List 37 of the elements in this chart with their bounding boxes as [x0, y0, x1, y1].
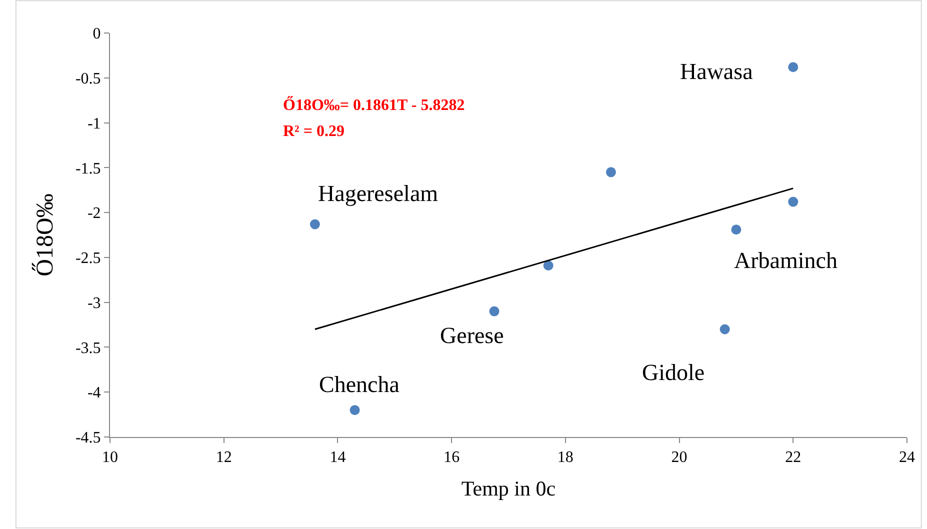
- point: [720, 324, 730, 334]
- annotation: Hagereselam: [318, 181, 438, 206]
- annotation: Hawasa: [680, 59, 753, 84]
- point: [788, 62, 798, 72]
- annotation: Ő18O‰= 0.1861T - 5.8282: [283, 96, 465, 114]
- point: [788, 196, 798, 207]
- point: [606, 167, 616, 178]
- annotation: R² = 0.29: [283, 123, 344, 140]
- x-tick-label: 16: [444, 449, 460, 466]
- y-tick-label: -3.5: [75, 340, 101, 357]
- y-tick-label: -3: [87, 294, 101, 312]
- x-tick-label: 20: [671, 449, 688, 466]
- y-tick-label: -2: [87, 205, 101, 222]
- y-tick-label: -2.5: [75, 250, 101, 268]
- x-tick-label: 24: [899, 449, 915, 466]
- annotation: Gidole: [642, 360, 705, 385]
- x-tick-label: 12: [216, 449, 232, 466]
- x-tick-label: 10: [102, 449, 118, 466]
- point: [489, 306, 500, 316]
- x-tick-label: 18: [557, 449, 574, 466]
- annotation: Gerese: [440, 323, 504, 348]
- y-tick-label: -4: [87, 384, 101, 402]
- y-tick-label: -1: [87, 115, 101, 132]
- y-axis-title: Ő18O‰: [32, 194, 59, 276]
- y-tick-label: -0.5: [75, 70, 101, 88]
- point: [543, 260, 554, 271]
- y-tick-label: -4.5: [75, 430, 101, 447]
- point: [310, 219, 320, 230]
- y-tick-label: -1.5: [75, 160, 101, 178]
- annotation: Arbaminch: [734, 248, 838, 273]
- point: [350, 405, 360, 416]
- annotation: Chencha: [319, 372, 400, 397]
- y-tick-label: 0: [92, 26, 101, 43]
- x-axis-title: Temp in 0c: [461, 476, 556, 500]
- x-tick-label: 22: [785, 449, 802, 466]
- point: [731, 224, 742, 235]
- x-tick-label: 14: [330, 449, 346, 466]
